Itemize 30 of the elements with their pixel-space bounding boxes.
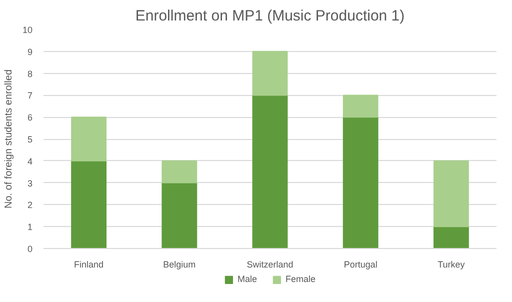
y-tick-label: 10	[22, 25, 33, 35]
bar	[342, 116, 378, 248]
bar	[162, 160, 198, 184]
y-tick-label: 9	[27, 46, 33, 57]
bar	[342, 94, 378, 118]
x-tick-label: Turkey	[438, 260, 466, 270]
legend-label: Male	[237, 274, 258, 284]
x-tick-label: Switzerland	[246, 260, 294, 270]
y-tick-label: 6	[27, 112, 33, 123]
y-tick-label: 0	[27, 244, 33, 254]
x-tick-label: Belgium	[163, 260, 196, 270]
y-tick-label: 4	[27, 156, 33, 166]
y-tick-label: 1	[27, 222, 33, 232]
bar	[252, 50, 288, 96]
bar	[433, 226, 469, 248]
x-tick-label: Finland	[74, 260, 104, 270]
chart-title: Enrollment on MP1 (Music Production 1)	[135, 8, 405, 24]
bar	[71, 160, 107, 248]
y-tick-label: 8	[27, 68, 33, 79]
y-tick-label: 7	[27, 90, 33, 101]
bar	[71, 116, 107, 162]
y-tick-label: 5	[27, 134, 33, 144]
bar	[433, 160, 469, 228]
legend-label: Female	[285, 274, 316, 284]
y-tick-label: 2	[27, 200, 33, 210]
bar	[252, 94, 288, 248]
x-tick-label: Portugal	[344, 260, 378, 270]
y-axis-title: No. of foreign students enrolled	[3, 70, 14, 208]
y-tick-label: 3	[27, 178, 33, 188]
bar	[162, 182, 198, 248]
